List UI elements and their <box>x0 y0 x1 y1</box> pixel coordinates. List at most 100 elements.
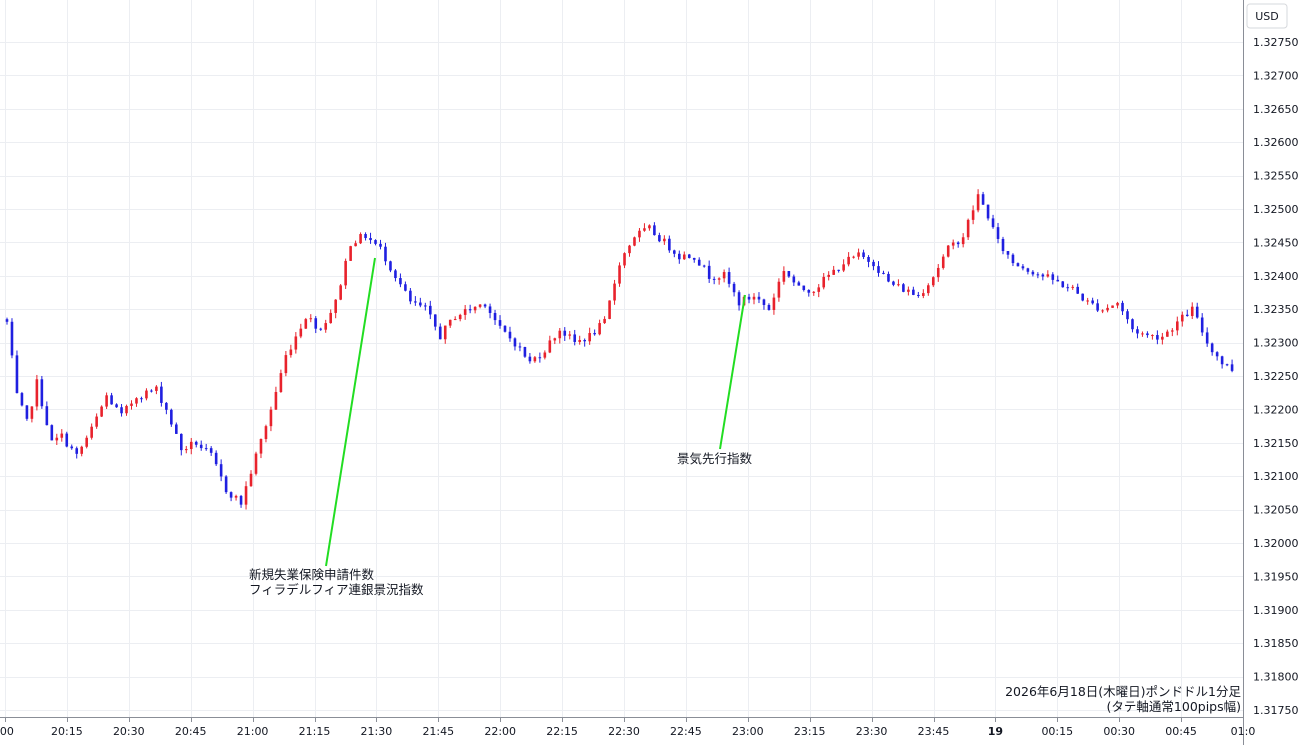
time-tick-label: 00:45 <box>1165 725 1197 738</box>
candle-body <box>1016 263 1020 267</box>
candle <box>294 332 298 354</box>
candle-body <box>842 264 845 271</box>
time-tick-label: 23:15 <box>794 725 826 738</box>
candle-body <box>204 448 208 450</box>
candle <box>244 481 248 510</box>
candle-body <box>643 228 646 231</box>
candle <box>563 327 567 341</box>
candle <box>95 413 98 429</box>
candle-body <box>518 346 522 348</box>
candle <box>747 293 751 304</box>
candle-body <box>214 452 218 465</box>
candle <box>329 309 332 324</box>
candle-body <box>429 305 432 315</box>
candle-body <box>389 261 392 271</box>
price-tick-label: 1.32050 <box>1253 504 1299 517</box>
candle <box>414 296 417 306</box>
candle-body <box>951 242 955 246</box>
price-tick-label: 1.32000 <box>1253 537 1299 550</box>
candle-body <box>394 270 397 279</box>
candle <box>1195 302 1199 319</box>
candle <box>90 423 93 440</box>
candle <box>100 405 103 418</box>
currency-button[interactable] <box>1246 3 1288 29</box>
candle-body <box>986 204 990 219</box>
candle-body <box>523 346 527 357</box>
candle-body <box>1036 274 1040 276</box>
candle <box>10 318 14 359</box>
candle <box>209 446 213 456</box>
candle-body <box>20 393 24 406</box>
currency-label: USD <box>1255 10 1279 23</box>
candle <box>199 440 203 451</box>
candle-body <box>707 265 711 279</box>
candle-body <box>55 437 59 441</box>
candle-body <box>837 269 840 271</box>
price-tick-label: 1.32200 <box>1253 403 1299 416</box>
candle <box>1021 264 1025 271</box>
candle <box>787 271 791 278</box>
candle <box>448 319 452 328</box>
candle <box>219 459 223 482</box>
candle-body <box>364 234 367 239</box>
candle <box>120 403 123 417</box>
candle <box>389 260 392 273</box>
time-tick-label: :00 <box>0 725 14 738</box>
candle-body <box>538 357 542 359</box>
candle-body <box>797 282 801 286</box>
candle <box>722 269 726 283</box>
candle <box>369 232 372 244</box>
candle-body <box>912 289 915 295</box>
candle <box>409 287 412 305</box>
candle-body <box>563 330 567 336</box>
candle <box>184 445 188 454</box>
candle-body <box>767 304 771 310</box>
price-tick-label: 1.32650 <box>1253 103 1299 116</box>
candle <box>130 400 133 410</box>
candle <box>224 475 228 494</box>
candle-body <box>35 379 39 407</box>
time-tick-label: 20:30 <box>113 725 145 738</box>
price-tick-label: 1.32350 <box>1253 303 1299 316</box>
candle <box>1121 300 1124 316</box>
time-tick-label: 01:0 <box>1231 725 1256 738</box>
candle <box>986 204 990 221</box>
candle-body <box>712 278 716 280</box>
candle <box>140 396 143 403</box>
candle <box>478 304 482 309</box>
candle-body <box>608 300 611 319</box>
candle <box>837 269 840 273</box>
candle-body <box>264 426 268 440</box>
candle-body <box>702 265 706 267</box>
candle-body <box>732 283 736 293</box>
candle <box>1061 281 1065 288</box>
candle-body <box>30 406 34 419</box>
candle <box>1066 283 1070 292</box>
candle <box>528 353 532 364</box>
candle-body <box>1200 317 1204 333</box>
candle-body <box>45 406 49 426</box>
candle-body <box>115 404 118 408</box>
candle <box>1101 309 1104 314</box>
candle <box>1225 363 1229 367</box>
annotation-label: 新規失業保険申請件数 <box>249 567 375 582</box>
candle-body <box>259 439 263 454</box>
candle-body <box>648 225 651 229</box>
price-tick-label: 1.32600 <box>1253 136 1299 149</box>
candle-body <box>140 398 143 400</box>
candle-body <box>438 326 442 340</box>
candle <box>568 330 572 340</box>
candle-body <box>1220 356 1224 365</box>
candle <box>1031 270 1035 277</box>
candle-body <box>603 318 606 324</box>
candle <box>60 429 64 442</box>
candle <box>1076 283 1079 294</box>
candle <box>991 214 995 229</box>
candle <box>752 293 756 305</box>
candle <box>269 406 273 432</box>
candle <box>309 314 313 323</box>
candle <box>473 306 477 314</box>
candle <box>40 375 44 409</box>
